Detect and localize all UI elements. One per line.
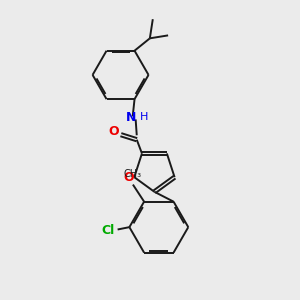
Text: O: O <box>109 125 119 138</box>
Text: N: N <box>126 111 136 124</box>
Text: Cl: Cl <box>101 224 115 237</box>
Text: H: H <box>140 112 149 122</box>
Text: O: O <box>124 171 134 184</box>
Text: CH₃: CH₃ <box>123 169 141 179</box>
